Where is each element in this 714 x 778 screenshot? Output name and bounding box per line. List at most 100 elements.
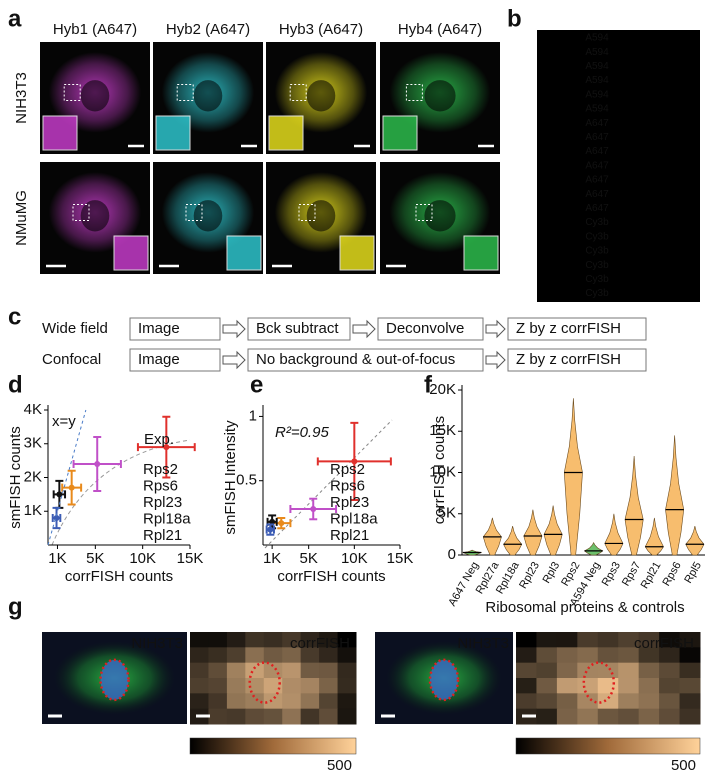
step-label: Bck subtract — [256, 320, 339, 337]
point — [56, 491, 63, 498]
heatmap-cell — [597, 708, 619, 725]
heatmap-cell — [337, 632, 357, 648]
point — [269, 518, 276, 525]
violin — [543, 505, 563, 556]
heatmap-cell — [263, 647, 283, 664]
step-label: Z by z corrFISH — [516, 320, 621, 337]
heatmap-cell — [516, 693, 537, 710]
point — [163, 444, 170, 451]
nucleus — [424, 80, 456, 112]
x-tick-label: 15K — [387, 550, 414, 567]
x-axis-label: corrFISH counts — [277, 568, 385, 585]
column-header: Hyb2 (A647) — [166, 21, 250, 38]
heatmap-cell — [618, 662, 640, 679]
probe-label: A647 — [585, 175, 609, 186]
heatmap-cell — [337, 647, 357, 664]
heatmap-cell — [190, 693, 209, 710]
probe-label: A594 — [585, 75, 609, 86]
heatmap-cell — [556, 647, 578, 664]
heatmap-cell — [659, 647, 681, 664]
heatmap-cell — [597, 662, 619, 679]
annotation: x=y — [52, 413, 76, 430]
step-label: No background & out-of-focus — [256, 351, 455, 368]
colorbar — [515, 737, 701, 755]
heatmap-cell — [536, 678, 558, 694]
heatmap-cell — [679, 632, 701, 648]
x-axis-label: corrFISH counts — [65, 568, 173, 585]
step-label: Image — [138, 351, 180, 368]
heatmap-cell — [226, 708, 246, 725]
heatmap-cell — [282, 708, 302, 725]
step-label: Deconvolve — [386, 320, 464, 337]
heatmap-cell — [556, 708, 578, 725]
heatmap-cell — [516, 678, 537, 694]
y-tick-label: 15K — [429, 422, 456, 439]
heatmap-cell — [282, 632, 302, 648]
nucleus — [424, 200, 456, 232]
y-tick-label: 0 — [448, 546, 456, 563]
point — [278, 520, 285, 527]
y-tick-label: 1 — [249, 407, 257, 424]
probe-label: Cy3b — [585, 288, 609, 299]
y-tick-label: 3K — [24, 435, 42, 452]
colorbar — [189, 737, 357, 755]
legend-label: Rps6 — [330, 477, 365, 494]
step-box — [247, 348, 484, 372]
inset — [226, 235, 262, 271]
violin — [624, 455, 644, 556]
probe-label: A647 — [585, 146, 609, 157]
heatmap-cell — [208, 708, 228, 725]
heatmap-cell — [536, 632, 558, 648]
heatmap-cell — [659, 632, 681, 648]
arrow — [352, 319, 376, 339]
column-header: Hyb1 (A647) — [53, 21, 137, 38]
panel-label: d — [8, 371, 23, 398]
map-label: corrFISH — [290, 635, 350, 652]
nucleus — [306, 80, 336, 112]
heatmap-cell — [263, 708, 283, 725]
inset — [268, 115, 304, 151]
heatmap-cell — [618, 647, 640, 664]
violin — [523, 509, 543, 556]
legend-label: Rps2 — [143, 461, 178, 478]
violin — [583, 542, 604, 556]
heatmap-cell — [536, 708, 558, 725]
legend-label: Rps2 — [330, 461, 365, 478]
x-tick-label: Rps3 — [600, 560, 623, 588]
annotation: Exp. — [144, 431, 174, 448]
x-tick-label: 1K — [263, 550, 281, 567]
heatmap-cell — [556, 693, 578, 710]
heatmap-cell — [245, 708, 265, 725]
y-tick-label: 2K — [24, 468, 42, 485]
heatmap-cell — [659, 678, 681, 694]
heatmap-cell — [618, 632, 640, 648]
heatmap-cell — [337, 662, 357, 679]
heatmap-cell — [516, 662, 537, 679]
step-label: Z by z corrFISH — [516, 351, 621, 368]
heatmap-cell — [597, 693, 619, 710]
heatmap-cell — [556, 632, 578, 648]
x-tick-label: 1K — [48, 550, 66, 567]
panel-label: e — [250, 371, 263, 398]
heatmap-cell — [638, 632, 660, 648]
nucleus — [80, 80, 110, 112]
probe-label: A647 — [585, 132, 609, 143]
y-axis-label: smFISH counts — [7, 426, 24, 529]
heatmap-cell — [300, 708, 320, 725]
heatmap-cell — [597, 647, 619, 664]
heatmap-cell — [577, 662, 599, 679]
x-tick-label: 10K — [341, 550, 368, 567]
colorbar-label: 500 — [671, 757, 696, 774]
roi-box — [176, 84, 194, 102]
panel-label: f — [424, 371, 433, 398]
heatmap-cell — [190, 647, 209, 664]
x-tick-label: Rpl23 — [517, 560, 542, 591]
heatmap-cell — [618, 678, 640, 694]
heatmap-cell — [300, 693, 320, 710]
step-box — [129, 348, 221, 372]
nucleus-outline — [428, 658, 460, 702]
heatmap-cell — [638, 693, 660, 710]
heatmap-cell — [638, 708, 660, 725]
heatmap-cell — [638, 647, 660, 664]
heatmap-cell — [536, 647, 558, 664]
